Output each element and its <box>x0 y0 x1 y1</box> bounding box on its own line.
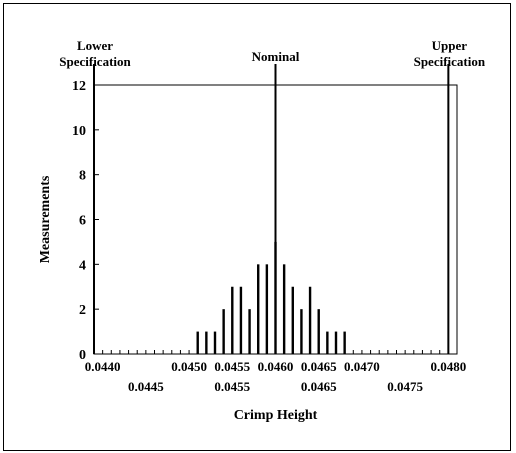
histogram-bar <box>326 331 329 354</box>
y-tick-label: 12 <box>72 79 86 94</box>
y-tick-label: 10 <box>72 124 86 139</box>
histogram-bar <box>231 286 234 354</box>
crimp-height-histogram: 0 2 4 6 8 10 12 0.0440 0.0450 0.0455 0.0460 0.0465 0… <box>38 38 486 423</box>
x-tick-label: 0.0465 <box>301 359 337 374</box>
histogram-bar <box>308 286 312 354</box>
histogram-bar <box>248 309 251 354</box>
histogram-bar <box>222 309 225 354</box>
x-tick-label: 0.0450 <box>171 359 207 374</box>
histogram-bar <box>257 264 260 354</box>
x-tick-label: 0.0455 <box>214 379 250 394</box>
y-tick-label: 0 <box>79 348 86 363</box>
y-tick-label: 8 <box>79 169 86 184</box>
reference-line-label: Upper <box>432 38 468 53</box>
y-tick-label: 4 <box>79 258 86 273</box>
x-axis-title: Crimp Height <box>234 408 318 423</box>
x-tick-label: 0.0475 <box>387 379 423 394</box>
histogram-bar <box>317 309 320 354</box>
histogram-bar <box>282 264 286 354</box>
histogram-bar <box>343 331 346 354</box>
histogram-bar <box>265 264 269 354</box>
histogram-bar <box>291 286 294 354</box>
x-tick-label: 0.0465 <box>301 379 337 394</box>
reference-line-label: Specification <box>414 54 486 69</box>
x-tick-label: 0.0470 <box>344 359 380 374</box>
histogram-bar <box>334 331 338 354</box>
reference-line-label: Specification <box>59 54 131 69</box>
x-tick-label: 0.0480 <box>430 359 466 374</box>
histogram-bar <box>213 331 217 354</box>
y-tick-label: 6 <box>79 214 86 229</box>
histogram-bar <box>300 309 303 354</box>
reference-line-label: Nominal <box>252 49 300 64</box>
x-tick-label: 0.0445 <box>128 379 164 394</box>
plot-area: 0 2 4 6 8 10 12 0.0440 0.0450 0.0455 0.0460 0.0465 0… <box>38 38 486 423</box>
x-tick-label: 0.0455 <box>214 359 250 374</box>
histogram-bar <box>196 331 199 354</box>
histogram-bar <box>239 286 243 354</box>
chart-frame: 0 2 4 6 8 10 12 0.0440 0.0450 0.0455 0.0460 0.0465 0… <box>3 3 511 451</box>
x-tick-label: 0.0460 <box>258 359 294 374</box>
y-tick-label: 2 <box>79 303 86 318</box>
y-axis-title: Measurements <box>38 175 53 263</box>
x-tick-label: 0.0440 <box>85 359 121 374</box>
reference-line-label: Lower <box>77 38 113 53</box>
histogram-bar <box>205 331 208 354</box>
